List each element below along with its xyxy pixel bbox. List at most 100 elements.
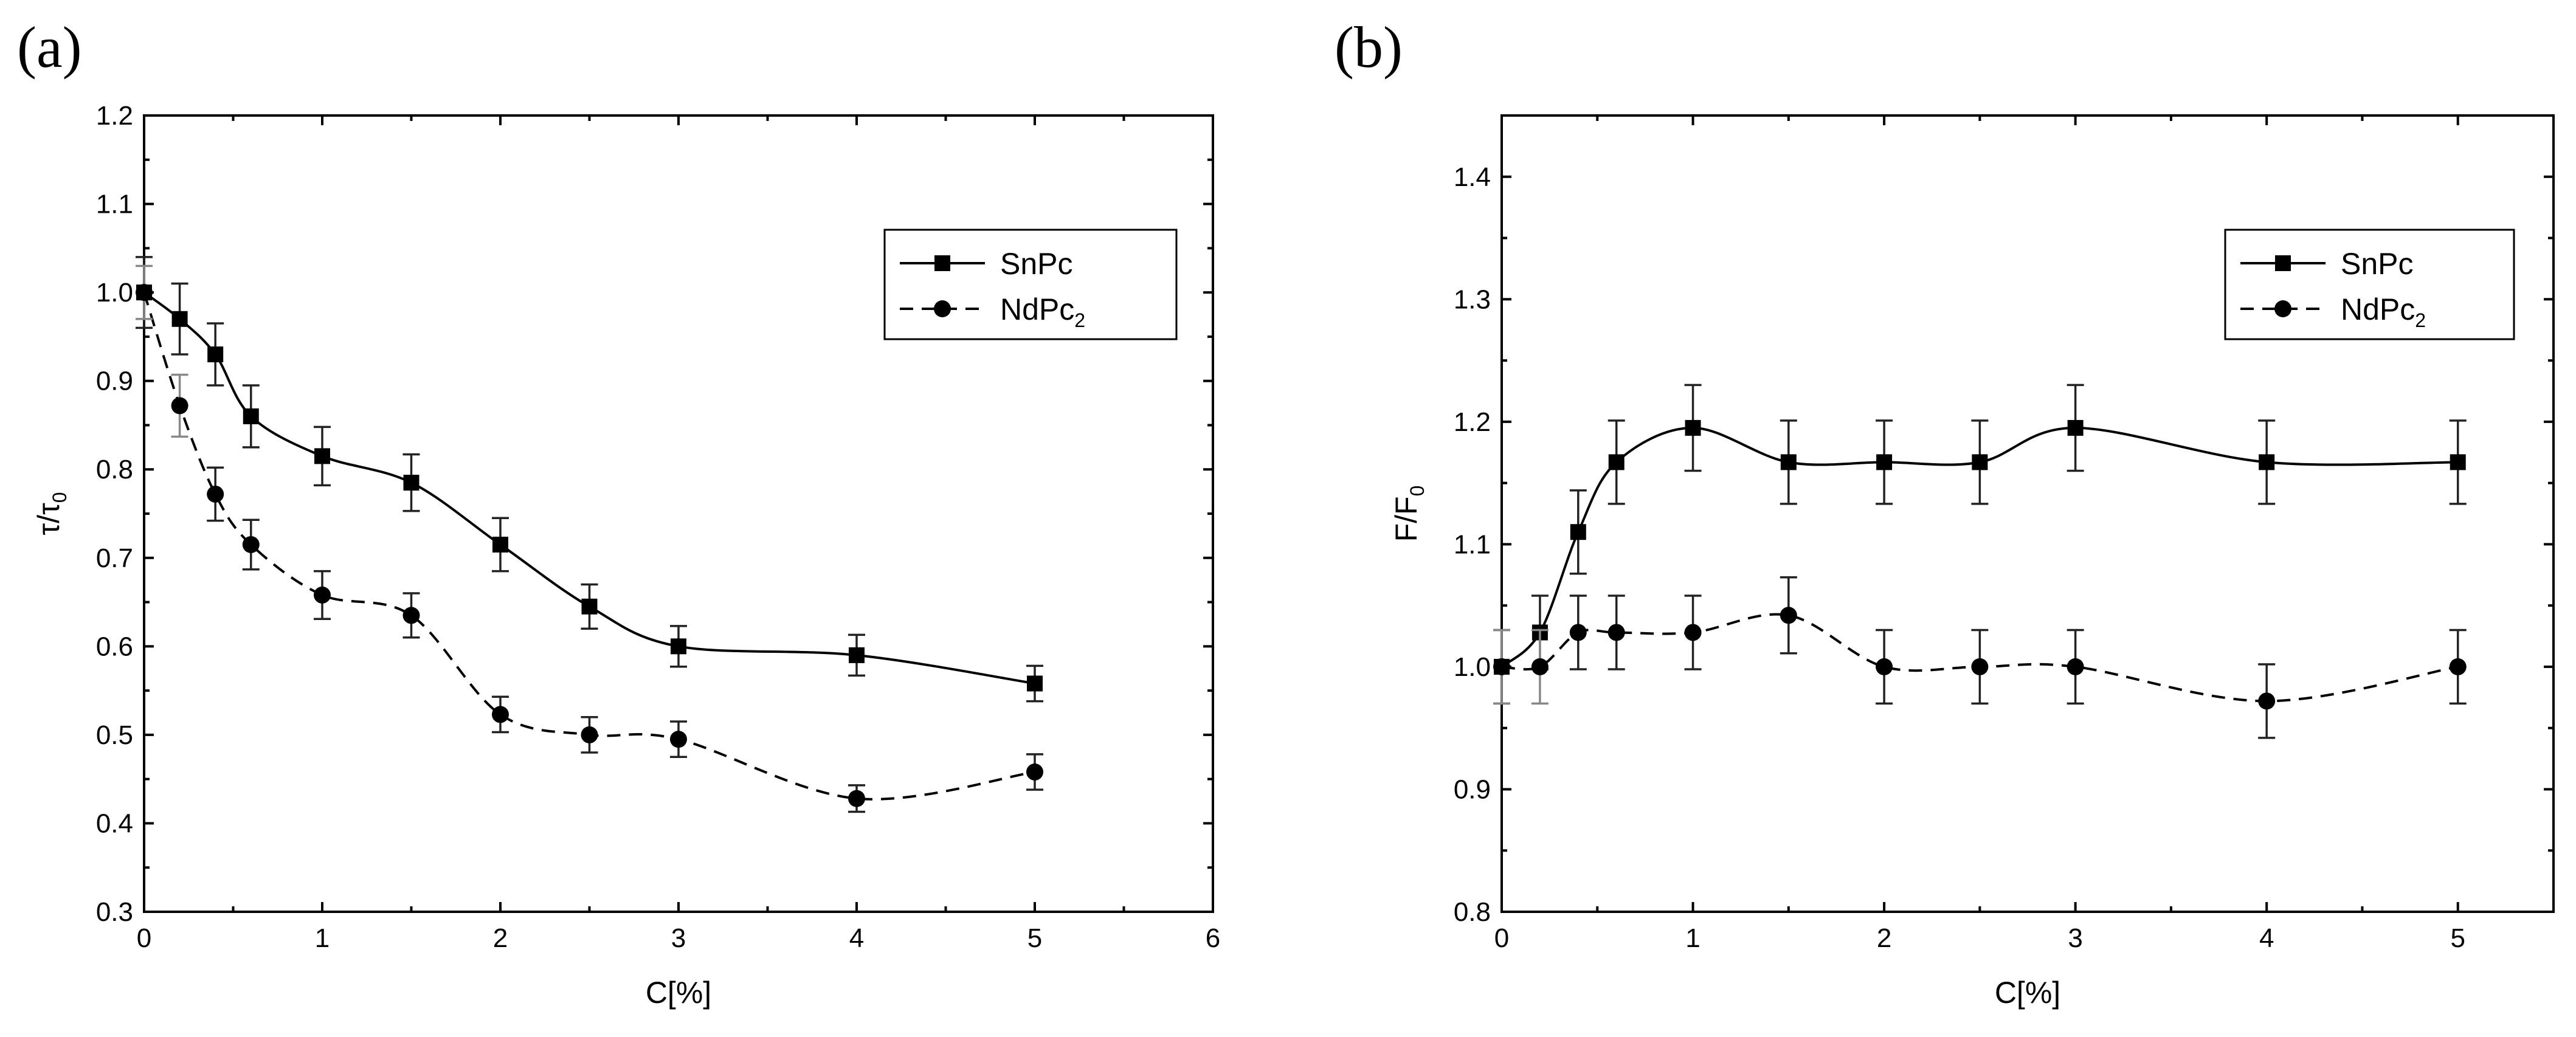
data-point-square xyxy=(2067,419,2084,436)
data-point-circle xyxy=(1493,658,1510,675)
chart-panel-b: (b)0 1 2 3 4 50.80.91.01.11.21.31.4C[%]F/F0Sn… xyxy=(1335,15,2555,1010)
data-point-square xyxy=(492,536,508,553)
legend-label-snpc: SnPc xyxy=(1000,247,1073,281)
y-tick-label: 0.3 xyxy=(96,897,133,927)
y-axis-label-subscript: 0 xyxy=(49,492,71,503)
x-tick-label: 0 xyxy=(1494,923,1509,953)
data-point-square xyxy=(671,638,686,655)
y-tick-label: 0.9 xyxy=(96,367,133,396)
y-axis-label-subscript: 0 xyxy=(1406,486,1428,497)
data-point-circle xyxy=(1876,658,1893,675)
data-point-square xyxy=(1972,454,1988,470)
data-point-square xyxy=(2259,454,2275,470)
x-tick-label: 3 xyxy=(671,923,686,953)
series-line xyxy=(143,292,1035,801)
x-axis-label: C[%] xyxy=(646,976,711,1010)
x-tick-label: 2 xyxy=(493,923,508,953)
x-axis-label: C[%] xyxy=(1995,976,2060,1010)
y-tick-label: 1.2 xyxy=(1454,407,1491,437)
legend-marker-circle xyxy=(934,300,951,317)
x-tick-label: 0 xyxy=(137,923,151,953)
y-tick-label: 0.5 xyxy=(96,720,133,750)
data-point-circle xyxy=(492,706,509,723)
y-tick-label: 1.2 xyxy=(96,101,133,131)
x-tick-label: 4 xyxy=(2259,923,2274,953)
legend: SnPc NdPc2 xyxy=(2224,229,2515,340)
data-point-square xyxy=(1608,454,1625,470)
legend-label-subscript: 2 xyxy=(2415,309,2426,331)
data-point-circle xyxy=(1971,658,1989,675)
y-tick-label: 1.0 xyxy=(1454,652,1491,682)
x-tick-label: 1 xyxy=(1685,923,1700,953)
legend-label-snpc: SnPc xyxy=(2341,247,2414,281)
data-point-circle xyxy=(1531,658,1549,675)
y-tick-label: 1.1 xyxy=(1454,529,1491,559)
y-tick-label: 1.3 xyxy=(1454,284,1491,314)
series-ndpc xyxy=(136,264,1043,813)
legend-label-text: SnPc xyxy=(2341,247,2414,281)
legend-label-text: NdPc xyxy=(1000,292,1074,326)
data-point-square xyxy=(1876,454,1893,470)
data-point-circle xyxy=(2449,658,2467,675)
x-tick-label: 1 xyxy=(315,923,330,953)
legend: SnPc NdPc2 xyxy=(883,229,1178,340)
data-point-circle xyxy=(171,397,188,415)
y-tick-label: 1.1 xyxy=(96,190,133,219)
data-point-circle xyxy=(314,586,331,604)
data-point-circle xyxy=(402,607,420,624)
y-tick-label: 0.8 xyxy=(1454,897,1491,927)
data-point-square xyxy=(2450,454,2466,470)
y-tick-label: 0.4 xyxy=(96,808,133,838)
data-point-square xyxy=(403,475,420,491)
y-axis-label: F/F0 xyxy=(1389,486,1428,542)
data-point-square xyxy=(243,408,259,424)
data-point-square xyxy=(1570,524,1586,540)
x-tick-label: 3 xyxy=(2068,923,2082,953)
data-point-square xyxy=(171,311,188,327)
y-axis-label-main: τ/τ xyxy=(32,503,66,536)
y-tick-label: 0.8 xyxy=(96,455,133,484)
panel-label: (a) xyxy=(17,15,82,80)
data-point-circle xyxy=(848,790,865,807)
data-point-circle xyxy=(670,731,687,748)
x-tick-label: 6 xyxy=(1206,923,1220,953)
x-tick-label: 5 xyxy=(1027,923,1042,953)
data-point-circle xyxy=(1026,763,1043,781)
legend-label-ndpc: NdPc2 xyxy=(2341,292,2426,331)
data-point-circle xyxy=(136,284,153,301)
legend-marker-circle xyxy=(2274,300,2291,317)
data-point-circle xyxy=(2067,658,2084,675)
data-point-circle xyxy=(1607,624,1625,641)
legend-box xyxy=(2224,229,2515,340)
legend-label-subscript: 2 xyxy=(1074,309,1085,331)
data-point-circle xyxy=(2258,692,2276,710)
data-point-square xyxy=(1780,454,1797,470)
y-tick-label: 0.7 xyxy=(96,543,133,573)
y-tick-label: 0.6 xyxy=(96,632,133,661)
series-ndpc xyxy=(1493,576,2467,739)
x-tick-label: 2 xyxy=(1877,923,1891,953)
y-axis-label: τ/τ0 xyxy=(32,492,71,535)
data-point-square xyxy=(1027,675,1043,692)
legend-box xyxy=(883,229,1178,340)
data-point-circle xyxy=(1569,624,1587,641)
legend-label-ndpc: NdPc2 xyxy=(1000,292,1085,331)
x-tick-label: 5 xyxy=(2450,923,2465,953)
data-point-circle xyxy=(242,536,260,553)
x-tick-label: 4 xyxy=(849,923,864,953)
data-point-square xyxy=(849,647,865,663)
y-axis-label-main: F/F xyxy=(1389,496,1423,542)
legend-label-text: NdPc xyxy=(2341,292,2415,326)
data-point-circle xyxy=(1684,624,1702,641)
y-tick-label: 1.0 xyxy=(96,278,133,308)
data-point-square xyxy=(581,598,598,615)
y-tick-label: 1.4 xyxy=(1454,162,1491,192)
panel-label: (b) xyxy=(1335,15,1403,80)
data-point-circle xyxy=(581,726,598,743)
series-snpc xyxy=(136,256,1043,703)
chart-panel-a: (a) 0 1 2 3 4 5 6 0.3 0.4 0.5 0.6 0.7 0.8 0.9 1.0 1.1 1.2… xyxy=(17,15,1220,1010)
data-point-circle xyxy=(207,485,224,503)
data-point-circle xyxy=(1780,607,1797,624)
data-point-square xyxy=(207,346,224,362)
